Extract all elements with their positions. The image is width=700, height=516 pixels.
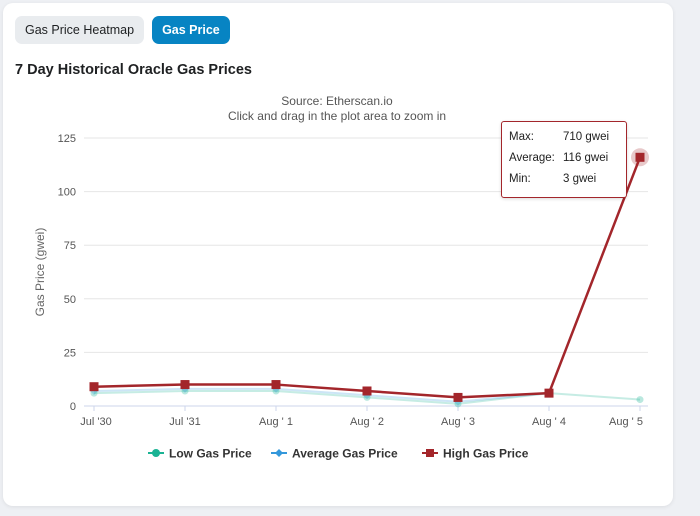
legend-label: Low Gas Price [169, 447, 252, 461]
tooltip-average-value: 116 gwei [563, 152, 609, 164]
legend-label: Average Gas Price [292, 447, 398, 461]
data-point[interactable] [181, 387, 189, 395]
tooltip-average-label: Average: [509, 152, 555, 164]
tooltip-min-label: Min: [509, 173, 531, 185]
data-point[interactable] [271, 380, 281, 390]
tab-bar: Gas Price Heatmap Gas Price [15, 16, 230, 44]
y-axis-label: Gas Price (gwei) [33, 228, 47, 317]
x-tick-label: Aug ' 5 [609, 416, 643, 428]
x-tick-label: Aug ' 1 [259, 416, 293, 428]
legend-item-average-gas-price[interactable]: Average Gas Price [271, 447, 398, 461]
chart-tooltip: Max: 710 gwei Average: 116 gwei Min: 3 g… [501, 121, 627, 198]
data-point[interactable] [544, 388, 554, 398]
chart-card [3, 3, 673, 506]
tab-gas-price[interactable]: Gas Price [152, 16, 230, 44]
x-tick-label: Aug ' 3 [441, 416, 475, 428]
data-point[interactable] [180, 380, 190, 390]
tooltip-max-value: 710 gwei [563, 131, 610, 143]
legend: Low Gas Price Average Gas Price High Gas P… [148, 447, 529, 461]
y-tick-label: 0 [70, 401, 76, 413]
x-tick-label: Jul '30 [80, 416, 111, 428]
data-point[interactable] [362, 386, 372, 396]
y-tick-label: 25 [64, 347, 76, 359]
tooltip-min-value: 3 gwei [563, 173, 597, 185]
page-title: 7 Day Historical Oracle Gas Prices [15, 62, 252, 78]
data-point[interactable] [454, 400, 462, 408]
data-point[interactable] [635, 152, 645, 162]
y-tick-label: 50 [64, 294, 76, 306]
chart-subtitle-source: Source: Etherscan.io [281, 94, 393, 108]
legend-diamond-marker-icon [275, 449, 283, 457]
x-tick-label: Aug ' 4 [532, 416, 566, 428]
y-tick-label: 100 [58, 187, 76, 199]
data-point[interactable] [363, 393, 371, 401]
legend-circle-marker-icon [152, 449, 160, 457]
x-tick-label: Jul '31 [169, 416, 200, 428]
legend-item-high-gas-price[interactable]: High Gas Price [422, 447, 529, 461]
series-layer [89, 148, 650, 408]
data-point[interactable] [90, 389, 98, 397]
data-point[interactable] [453, 392, 463, 402]
y-tick-label: 125 [58, 133, 76, 145]
chart-subtitle-zoom-hint: Click and drag in the plot area to zoom … [228, 109, 446, 123]
series-high-gas-price[interactable] [89, 148, 650, 402]
legend-square-marker-icon [426, 449, 434, 457]
tooltip-max-label: Max: [509, 131, 534, 143]
data-point[interactable] [89, 382, 99, 392]
y-tick-label: 75 [64, 240, 76, 252]
legend-item-low-gas-price[interactable]: Low Gas Price [148, 447, 252, 461]
legend-label: High Gas Price [443, 447, 529, 461]
data-point[interactable] [272, 387, 280, 395]
data-point[interactable] [636, 396, 644, 404]
axes: 0 25 50 75 100 125 Jul '30 Jul '31 Aug ' 1 Aug ' … [58, 133, 643, 428]
x-tick-label: Aug ' 2 [350, 416, 384, 428]
tab-gas-price-heatmap[interactable]: Gas Price Heatmap [15, 16, 145, 44]
